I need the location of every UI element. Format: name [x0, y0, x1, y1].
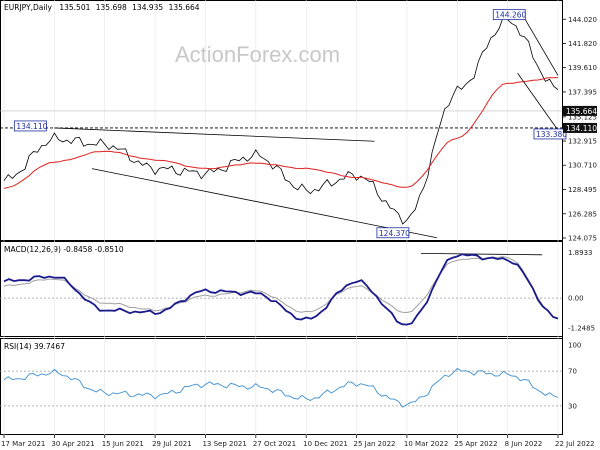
moving-average-layer [3, 77, 559, 189]
annotation-label: 133.380 [536, 130, 567, 139]
x-tick-label: 8 Jun 2022 [505, 440, 543, 448]
x-tick-label: 25 Apr 2022 [454, 440, 497, 448]
macd-trendline [420, 252, 543, 256]
price-annotations: 144.260134.110133.380124.370135.664134.1… [13, 9, 597, 239]
x-tick-labels: 17 Mar 2021 30 Apr 2021 15 Jun 2021 29 Jul … [1, 435, 595, 448]
price-y-tick-label: 144.020 [568, 16, 597, 24]
upper-channel-line [54, 127, 375, 142]
watermark: ActionForex.com [175, 42, 340, 67]
header-title: EURJPY,Daily [4, 3, 53, 12]
price-y-tick-label: 124.075 [568, 235, 597, 243]
price-y-tick-label: 137.395 [568, 88, 597, 96]
x-tick-label: 22 Jul 2022 [555, 440, 595, 448]
macd-y-tick-label: -1.2485 [568, 325, 595, 333]
annotation-label: 144.260 [495, 11, 526, 20]
annotation-box [376, 227, 410, 239]
macd-signal-line [3, 256, 559, 320]
x-tick-label: 10 Dec 2021 [303, 440, 348, 448]
macd-y-tick-label: 1.8933 [568, 249, 593, 257]
annotation-box [492, 9, 526, 21]
annotation-box [13, 120, 47, 132]
macd-layer [3, 253, 559, 326]
level-price-label: 134.110 [566, 124, 597, 133]
rsi-layer [3, 367, 559, 408]
header-open: 135.501 [59, 3, 90, 12]
header-low: 134.935 [132, 3, 163, 12]
annotation-label: 124.370 [379, 229, 410, 238]
annotation-label: 134.110 [16, 122, 47, 131]
x-tick-label: 27 Oct 2021 [253, 440, 296, 448]
price-panel-frame [0, 0, 563, 241]
x-tick-label: 25 Jan 2022 [354, 440, 396, 448]
x-tick-label: 15 Jun 2021 [102, 440, 144, 448]
last-price-label: 135.664 [566, 107, 597, 116]
price-y-tick-label: 128.495 [568, 186, 597, 194]
rsi-panel-frame [0, 338, 563, 435]
header-high: 135.698 [96, 3, 127, 12]
annotation-box [533, 128, 567, 140]
rsi-y-tick-label: 100 [568, 342, 581, 350]
x-tick-label: 30 Apr 2021 [51, 440, 94, 448]
grid-layer [0, 0, 562, 435]
price-y-tick-label: 132.915 [568, 138, 597, 146]
x-tick-label: 10 Mar 2022 [404, 440, 448, 448]
price-y-tick-label: 141.820 [568, 40, 597, 48]
x-tick-label: 29 Jul 2021 [152, 440, 192, 448]
price-y-tick-label: 135.125 [568, 113, 597, 121]
rsi-panel-title: RSI(14) 39.7467 [4, 342, 65, 351]
price-y-tick-label: 139.610 [568, 64, 597, 72]
macd-y-tick-label: 0.00 [568, 295, 584, 303]
price-y-tick-label: 126.285 [568, 210, 597, 218]
x-tick-label: 13 Sep 2021 [202, 440, 246, 448]
y-tick-labels: 144.020 141.820 139.610 137.395 135.125 132.9… [562, 16, 597, 410]
price-y-tick-label: 130.710 [568, 162, 597, 170]
falling-channel-top [522, 14, 559, 76]
level-price-box [563, 122, 597, 133]
macd-line [3, 253, 559, 326]
falling-channel-bottom [517, 72, 559, 131]
moving-average-line [3, 77, 559, 189]
last-price-box [563, 105, 597, 116]
lower-channel-line [91, 168, 437, 239]
trendlines-layer [54, 14, 559, 256]
price-panel-title: EURJPY,Daily 135.501 135.698 134.935 135… [4, 3, 200, 12]
price-series-layer [3, 15, 559, 225]
header-close: 135.664 [169, 3, 200, 12]
x-tick-label: 17 Mar 2021 [1, 440, 45, 448]
price-line [3, 15, 559, 225]
macd-panel-title: MACD(12,26,9) -0.8458 -0.8510 [4, 245, 124, 254]
rsi-line [3, 367, 559, 408]
rsi-y-tick-label: 30 [568, 402, 577, 410]
rsi-y-tick-label: 70 [568, 368, 577, 376]
